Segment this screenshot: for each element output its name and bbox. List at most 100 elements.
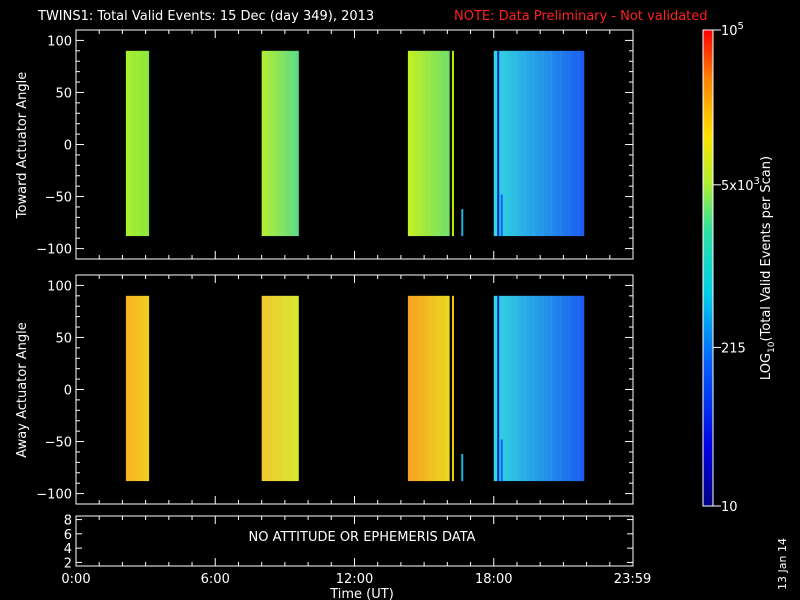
toward-block-0	[125, 50, 150, 237]
colorbar-tick-label: 105	[721, 21, 744, 39]
x-tick-label: 12:00	[336, 572, 373, 587]
colorbar-label-log: LOG	[759, 353, 774, 380]
toward-block-3	[493, 50, 585, 237]
toward-stripe	[551, 50, 553, 237]
away-stripe	[428, 295, 430, 482]
away-stripe	[128, 295, 130, 482]
toward-stripe	[560, 50, 562, 237]
away-ytick-label: −100	[36, 488, 72, 503]
x-axis-label: Time (UT)	[329, 587, 394, 600]
toward-line-3-0	[497, 50, 500, 237]
toward-stripe	[514, 50, 516, 237]
away-block-2	[407, 295, 450, 482]
away-line-2-0	[451, 295, 454, 482]
away-line-3-1	[500, 439, 503, 482]
toward-stripe	[542, 50, 544, 237]
eph-ytick-label: 6	[64, 528, 72, 543]
toward-line-2-1	[461, 209, 464, 237]
away-line-2-1	[461, 454, 464, 482]
away-stripe	[274, 295, 276, 482]
away-stripe	[532, 295, 534, 482]
away-stripe	[569, 295, 571, 482]
eph-ytick-label: 8	[64, 514, 72, 529]
toward-ytick-label: 100	[47, 34, 72, 49]
away-stripe	[264, 295, 266, 482]
toward-stripe	[437, 50, 439, 237]
away-line-3-0	[497, 295, 500, 482]
toward-stripe	[569, 50, 571, 237]
toward-stripe	[428, 50, 430, 237]
toward-axis-label: Toward Actuator Angle	[15, 72, 30, 219]
colorbar-tick-exp: 5	[738, 21, 744, 32]
away-block-0	[125, 295, 150, 482]
toward-line-2-0	[451, 50, 454, 237]
away-ytick-label: −50	[45, 436, 72, 451]
colorbar-tick-label: 10	[721, 500, 738, 515]
toward-block-2	[407, 50, 450, 237]
toward-ytick-label: 50	[55, 86, 72, 101]
away-stripe	[419, 295, 421, 482]
away-heatmap: 100 50 0 −50 −100	[36, 274, 634, 505]
colorbar-label-sub: 10	[767, 341, 777, 353]
colorbar-label-rest: (Total Valid Events per Scan)	[759, 156, 774, 342]
away-ytick-label: 100	[47, 279, 72, 294]
colorbar-label: LOG10(Total Valid Events per Scan)	[759, 156, 777, 380]
chart-title: TWINS1: Total Valid Events: 15 Dec (day …	[37, 9, 374, 24]
toward-stripe	[283, 50, 285, 237]
away-block-1	[261, 295, 299, 482]
eph-ytick-label: 4	[64, 542, 72, 557]
toward-heatmap: 100 50 0 −50 −100	[36, 29, 634, 260]
away-stripe	[437, 295, 439, 482]
toward-stripe	[128, 50, 130, 237]
toward-line-3-1	[500, 194, 503, 237]
toward-stripe	[410, 50, 412, 237]
colorbar-tick-base: 5x10	[721, 179, 754, 194]
away-ytick-label: 50	[55, 331, 72, 346]
away-stripe	[505, 295, 507, 482]
away-stripe	[523, 295, 525, 482]
toward-stripe	[446, 50, 448, 237]
x-tick-label: 18:00	[475, 572, 512, 587]
toward-stripe	[274, 50, 276, 237]
away-stripe	[514, 295, 516, 482]
toward-stripe	[532, 50, 534, 237]
colorbar-tick-base: 215	[721, 341, 746, 356]
toward-ytick-label: −100	[36, 243, 72, 258]
x-tick-label: 23:59	[614, 572, 651, 587]
away-stripe	[560, 295, 562, 482]
no-data-message: NO ATTITUDE OR EPHEMERIS DATA	[249, 530, 476, 545]
colorbar-tick-base: 10	[721, 500, 738, 515]
toward-stripe	[505, 50, 507, 237]
colorbar-tick-label: 215	[721, 341, 746, 356]
toward-block-1	[261, 50, 299, 237]
away-block-3	[493, 295, 585, 482]
colorbar	[702, 29, 714, 507]
toward-stripe	[578, 50, 580, 237]
toward-ytick-label: 0	[64, 139, 72, 154]
toward-stripe	[264, 50, 266, 237]
toward-ytick-label: −50	[45, 191, 72, 206]
away-stripe	[542, 295, 544, 482]
colorbar-tick-base: 10	[721, 24, 738, 39]
time-axis: 0:00 6:00 12:00 18:00 23:59	[61, 572, 651, 587]
eph-ytick-label: 2	[64, 556, 72, 571]
away-stripe	[578, 295, 580, 482]
away-axis-label: Away Actuator Angle	[15, 322, 30, 457]
away-stripe	[146, 295, 148, 482]
away-stripe	[410, 295, 412, 482]
colorbar-tick-exp: 3	[754, 176, 760, 187]
away-stripe	[551, 295, 553, 482]
toward-stripe	[146, 50, 148, 237]
away-stripe	[283, 295, 285, 482]
preliminary-note: NOTE: Data Preliminary - Not validated	[454, 9, 708, 24]
away-stripe	[446, 295, 448, 482]
away-stripe	[137, 295, 139, 482]
away-stripe	[292, 295, 294, 482]
toward-stripe	[523, 50, 525, 237]
x-tick-label: 6:00	[201, 572, 230, 587]
away-ytick-label: 0	[64, 384, 72, 399]
toward-stripe	[137, 50, 139, 237]
